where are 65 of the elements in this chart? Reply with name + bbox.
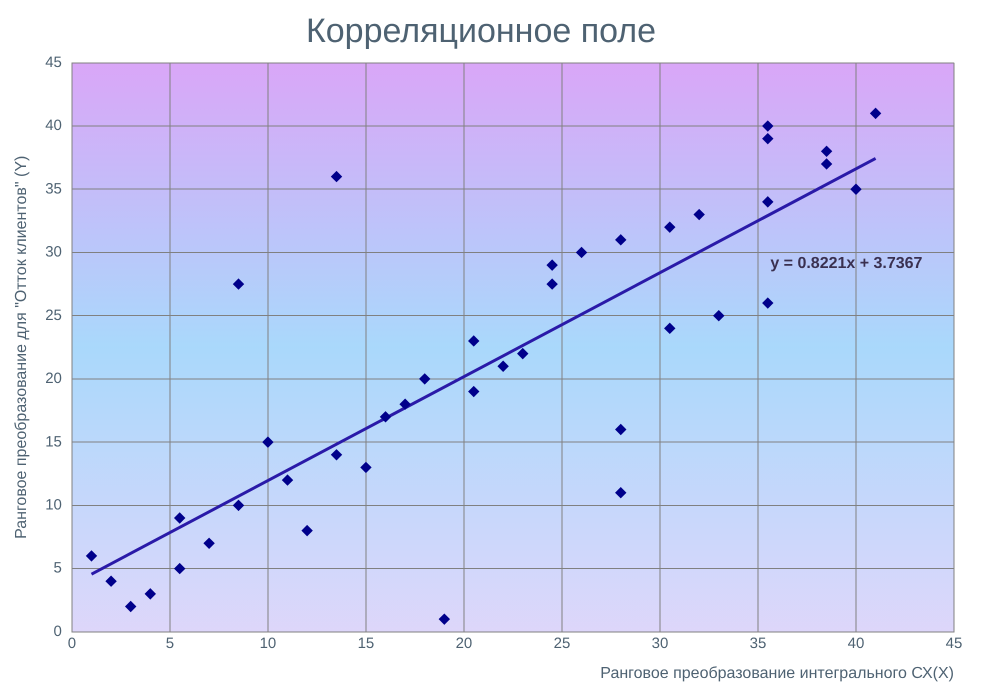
- point: [713, 310, 724, 322]
- point: [664, 322, 676, 334]
- point: [400, 398, 411, 410]
- y-tick-label: 35: [45, 180, 62, 198]
- point: [86, 550, 97, 562]
- x-tick-label: 40: [848, 634, 864, 652]
- x-tick-label: 35: [750, 634, 766, 652]
- x-tick-label: 15: [358, 634, 374, 652]
- y-tick-label: 10: [45, 496, 62, 514]
- point: [262, 436, 274, 448]
- y-axis-title: Ранговое преобразование для "Отток клиентов" (Y): [13, 156, 30, 539]
- chart-title: Корреляционное поле: [306, 12, 656, 50]
- point: [468, 335, 480, 346]
- x-tick-label: 10: [260, 634, 276, 652]
- point: [850, 184, 862, 195]
- y-tick-label: 25: [45, 306, 62, 324]
- point: [821, 158, 832, 170]
- point: [174, 563, 186, 574]
- point: [144, 588, 156, 600]
- point: [419, 373, 430, 384]
- x-tick-label: 20: [456, 634, 472, 652]
- y-tick-label: 15: [45, 433, 62, 450]
- y-tick-label: 20: [45, 370, 62, 388]
- point: [576, 246, 588, 258]
- x-tick-label: 30: [652, 634, 668, 652]
- x-tick-label: 45: [946, 634, 962, 652]
- point: [498, 360, 509, 372]
- y-tick-label: 30: [45, 244, 62, 261]
- x-tick-label: 5: [166, 634, 174, 652]
- point: [174, 512, 186, 524]
- point: [468, 386, 480, 398]
- point: [694, 209, 705, 220]
- point: [517, 348, 528, 360]
- point: [762, 196, 774, 208]
- point: [615, 487, 626, 498]
- point: [331, 449, 342, 460]
- y-tick-label: 40: [45, 117, 62, 134]
- point: [546, 260, 558, 271]
- point: [282, 474, 294, 486]
- point: [125, 601, 136, 612]
- point: [762, 133, 774, 144]
- point: [360, 462, 372, 473]
- point: [762, 298, 774, 309]
- y-tick-label: 45: [45, 54, 62, 71]
- point: [438, 614, 450, 625]
- x-tick-label: 0: [68, 634, 76, 652]
- point: [870, 108, 882, 119]
- point: [821, 146, 832, 157]
- y-tick-label: 5: [54, 560, 62, 577]
- point: [380, 411, 392, 422]
- point: [331, 171, 342, 182]
- y-tick-label: 0: [54, 622, 62, 640]
- point: [106, 576, 117, 587]
- point: [302, 525, 313, 536]
- point: [233, 278, 244, 290]
- annotation: y = 0.8221x + 3.7367: [770, 255, 923, 272]
- point: [762, 120, 774, 132]
- point: [664, 222, 676, 233]
- x-tick-label: 25: [554, 634, 570, 652]
- point: [204, 538, 215, 549]
- point: [615, 424, 626, 435]
- point: [233, 500, 244, 511]
- point: [615, 234, 626, 246]
- point: [546, 278, 558, 290]
- x-axis-title: Ранговое преобразование интегрального СХ(Х): [600, 664, 954, 682]
